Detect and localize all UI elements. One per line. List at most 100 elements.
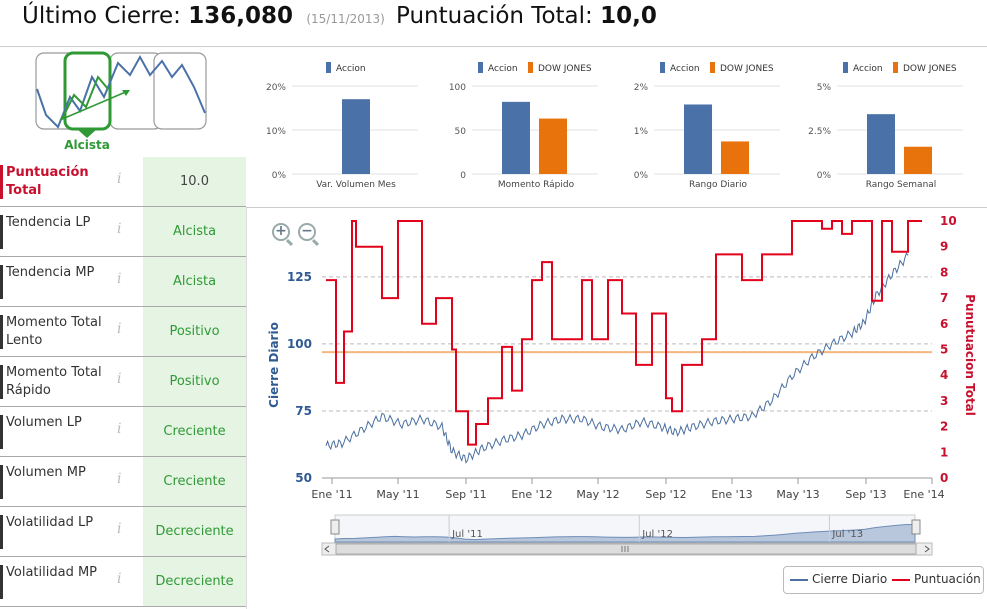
x-tick-label: Sep '12 [645,488,686,501]
row-marker [0,465,3,499]
zoom-out-icon[interactable]: − [298,223,316,241]
legend-score-label: Puntuación [914,572,981,586]
x-tick-label: Sep '11 [445,488,486,501]
chart-legend: Cierre Diario Puntuación [783,566,984,594]
x-tick-label: Ene '12 [511,488,552,501]
row-marker [0,565,3,599]
info-icon[interactable]: i [117,171,122,187]
metric-row: Tendencia MP i Alcista [0,257,246,307]
scroll-right-icon [924,545,930,553]
trend-indicator: Alcista [0,47,246,157]
y2-tick-label: 3 [940,394,948,408]
trend-label: Alcista [64,138,110,152]
y-tick-label: 20% [266,83,286,93]
scroll-left-icon [324,545,330,553]
trend-graphic: Alcista [35,51,207,152]
y-tick-label: 100 [287,337,312,351]
info-icon[interactable]: i [117,321,122,337]
metric-label: Puntuación Total [6,165,89,198]
legend-item-close[interactable]: Cierre Diario [790,572,887,586]
legend-item-score[interactable]: Puntuación [892,572,981,586]
row-marker [0,265,3,299]
chart-title: Momento Rápido [498,180,575,190]
info-icon[interactable]: i [117,221,122,237]
metric-label: Volatilidad LP [6,515,94,530]
info-icon[interactable]: i [117,371,122,387]
legend-swatch [326,62,331,73]
legend-swatch [710,62,715,73]
legend-swatch [893,62,898,73]
x-tick-label: Ene '14 [903,488,944,501]
mini-chart: 5% 2.5% 0% Accion DOW JONES Rango Semanal [808,62,963,190]
chart-title: Rango Semanal [866,180,937,190]
info-icon[interactable]: i [117,421,122,437]
legend-label: Accion [336,64,366,74]
metric-value: Decreciente [143,507,246,556]
section-divider [246,207,987,208]
bar [904,146,932,174]
y2-tick-label: 10 [940,214,957,228]
bar [539,118,567,174]
y-tick-label: 2% [634,83,649,93]
bar [867,114,895,174]
legend-label: Accion [488,64,518,74]
metrics-table: Puntuación Total i 10.0 Tendencia LP i Alcis… [0,157,246,607]
header: Último Cierre: 136,080 (15/11/2013) Punt… [0,0,987,47]
chart-title: Var. Volumen Mes [316,180,396,190]
metric-label: Volatilidad MP [6,565,98,580]
section-divider [246,208,247,609]
scrollbar-grip [621,546,629,552]
metric-value: Alcista [143,257,246,306]
y2-axis-label: Punutuacion Total [963,294,977,416]
x-tick-label: Sep '13 [845,488,886,501]
metric-value: Positivo [143,357,246,406]
y-tick-label: 0% [817,171,832,181]
info-icon[interactable]: i [117,571,122,587]
info-icon[interactable]: i [117,271,122,287]
y2-tick-label: 7 [940,291,948,305]
navigator-area [334,523,916,543]
zoom-in-icon[interactable]: + [272,223,290,241]
y-tick-label: 75 [295,404,312,418]
metric-label: Volumen LP [6,415,82,430]
x-tick-label: May '11 [376,488,419,501]
metric-value: Decreciente [143,557,246,606]
y-tick-label: 100 [449,83,466,93]
last-close-label: Último Cierre: [22,3,181,29]
metric-row: Momento Total Rápido i Positivo [0,357,246,407]
info-icon[interactable]: i [117,521,122,537]
navigator-handle-left [330,519,340,535]
metric-row: Momento Total Lento i Positivo [0,307,246,357]
range-navigator: Jul '11 Jul '12 Jul '13 [321,514,933,556]
row-marker [0,415,3,449]
y2-tick-label: 8 [940,265,948,279]
y2-tick-label: 6 [940,317,948,331]
mini-chart: 100 50 0 Accion DOW JONES Momento Rápido [449,62,598,190]
metric-value: Creciente [143,457,246,506]
y-tick-label: 1% [634,127,649,137]
y-tick-label: 5% [817,83,832,93]
legend-swatch [843,62,848,73]
legend-label: DOW JONES [538,64,592,74]
y-tick-label: 0% [272,171,287,181]
last-close-date: (15/11/2013) [306,12,385,26]
metric-label: Tendencia LP [6,215,91,230]
legend-label: Accion [670,64,700,74]
x-tick-label: May '12 [576,488,619,501]
info-icon[interactable]: i [117,471,122,487]
x-tick-label: Ene '13 [711,488,752,501]
metric-row: Tendencia LP i Alcista [0,207,246,257]
last-close: Último Cierre: 136,080 (15/11/2013) [22,3,385,29]
metric-value: 10.0 [143,157,246,206]
metric-label: Volumen MP [6,465,86,480]
row-marker [0,315,3,349]
navigator-tick-label: Jul '12 [641,529,673,540]
row-marker [0,365,3,399]
scrollbar-thumb [335,543,917,555]
navigator-handle-right [911,519,921,535]
metric-row: Volatilidad LP i Decreciente [0,507,246,557]
row-marker [0,215,3,249]
mini-chart: 2% 1% 0% Accion DOW JONES Rango Diario [634,62,780,190]
y-tick-label: 0 [460,171,466,181]
